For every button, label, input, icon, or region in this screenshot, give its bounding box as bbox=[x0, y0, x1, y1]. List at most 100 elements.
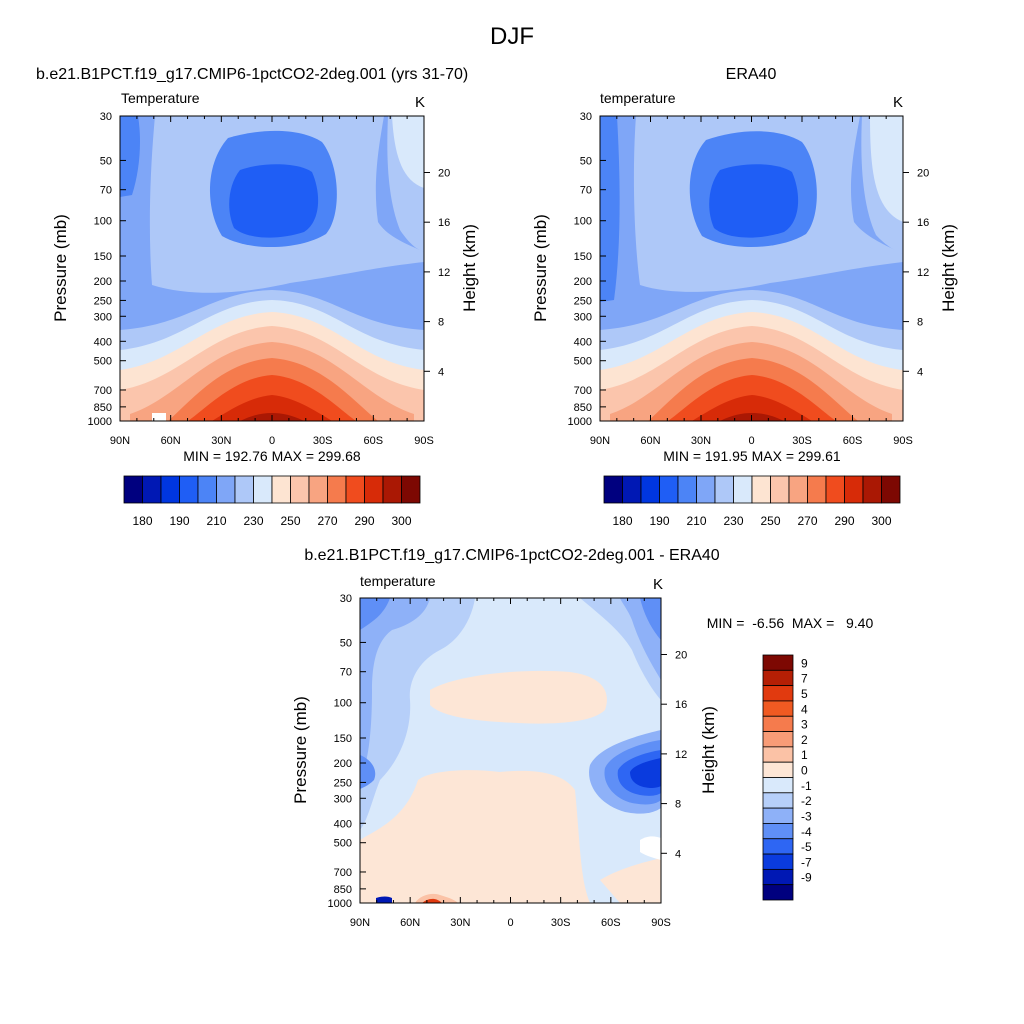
colorbar-swatch bbox=[762, 746, 794, 763]
colorbar-label: 290 bbox=[834, 514, 854, 528]
x-tick-label: 30S bbox=[313, 435, 333, 447]
y-tick-label: 50 bbox=[100, 155, 112, 167]
colorbar-label: 1 bbox=[801, 748, 808, 762]
colorbar-swatch bbox=[825, 475, 845, 504]
axis-ticks: 30 50 70 100 150 200 250 300 400 500 700 850 1000 20 1… bbox=[88, 111, 451, 447]
colorbar: 9 754 321 0-1-2-3 -4-5-7 -9 bbox=[762, 654, 812, 901]
y-tick-label: 30 bbox=[100, 111, 112, 123]
colorbar: 180 190 210 230 250 270 290 300 bbox=[603, 475, 901, 528]
y-axis-label-right: Height (km) bbox=[699, 706, 718, 794]
y-axis-label-right: Height (km) bbox=[939, 224, 958, 312]
colorbar-label: -3 bbox=[801, 809, 812, 823]
y-tick-label: 400 bbox=[334, 818, 352, 830]
variable-label: temperature bbox=[600, 90, 676, 106]
x-tick-label: 90N bbox=[110, 435, 130, 447]
x-tick-label: 30N bbox=[691, 435, 711, 447]
colorbar-swatch bbox=[762, 685, 794, 702]
panel-model: b.e21.B1PCT.f19_g17.CMIP6-1pctCO2-2deg.0… bbox=[36, 66, 479, 528]
y-tick-label: 100 bbox=[334, 698, 352, 710]
y-tick-label: 100 bbox=[94, 216, 112, 228]
units-label: K bbox=[653, 576, 663, 593]
x-tick-label: 30S bbox=[551, 917, 571, 929]
y-tick-label: 70 bbox=[340, 667, 352, 679]
colorbar-label: 0 bbox=[801, 764, 808, 778]
y-tick-label: 700 bbox=[574, 385, 592, 397]
colorbar-swatch bbox=[308, 475, 328, 504]
x-tick-label: 60N bbox=[400, 917, 420, 929]
x-tick-label: 90N bbox=[590, 435, 610, 447]
colorbar-swatch bbox=[290, 475, 310, 504]
y-tick-right-label: 4 bbox=[675, 848, 681, 860]
y-tick-label: 100 bbox=[574, 216, 592, 228]
colorbar-label: 230 bbox=[243, 514, 263, 528]
y-tick-label: 30 bbox=[340, 593, 352, 605]
colorbar-label: -1 bbox=[801, 779, 812, 793]
y-tick-right-label: 12 bbox=[438, 267, 450, 279]
x-tick-label: 60S bbox=[364, 435, 384, 447]
x-tick-label: 30N bbox=[211, 435, 231, 447]
y-tick-label: 250 bbox=[574, 295, 592, 307]
colorbar-swatch bbox=[762, 777, 794, 794]
x-tick-label: 90N bbox=[350, 917, 370, 929]
units-label: K bbox=[415, 94, 425, 111]
colorbar-swatch bbox=[696, 475, 716, 504]
y-tick-right-label: 20 bbox=[917, 167, 929, 179]
contour-field bbox=[600, 116, 903, 421]
y-tick-label: 250 bbox=[94, 295, 112, 307]
y-tick-right-label: 16 bbox=[675, 699, 687, 711]
colorbar-swatch bbox=[762, 853, 794, 870]
y-axis-label: Pressure (mb) bbox=[51, 214, 70, 322]
y-tick-label: 500 bbox=[334, 838, 352, 850]
colorbar-swatch bbox=[762, 669, 794, 687]
panel-title: b.e21.B1PCT.f19_g17.CMIP6-1pctCO2-2deg.0… bbox=[36, 66, 468, 83]
x-tick-label: 60N bbox=[640, 435, 660, 447]
y-tick-label: 1000 bbox=[328, 898, 352, 910]
colorbar-swatch bbox=[364, 475, 384, 504]
x-tick-label: 0 bbox=[748, 435, 754, 447]
colorbar-swatch bbox=[123, 475, 143, 504]
x-tick-label: 60N bbox=[161, 435, 181, 447]
colorbar-swatch bbox=[160, 475, 180, 504]
panel-title: ERA40 bbox=[726, 66, 777, 83]
y-tick-right-label: 8 bbox=[917, 317, 923, 329]
colorbar-swatch bbox=[271, 475, 291, 504]
y-tick-right-label: 4 bbox=[438, 366, 444, 378]
colorbar-label: -7 bbox=[801, 855, 812, 869]
colorbar-swatch bbox=[714, 475, 734, 504]
colorbar-swatch bbox=[762, 700, 794, 717]
x-tick-label: 0 bbox=[269, 435, 275, 447]
y-tick-label: 250 bbox=[334, 777, 352, 789]
colorbar-swatch bbox=[640, 475, 660, 504]
contour-field bbox=[120, 116, 424, 421]
colorbar-label: 270 bbox=[797, 514, 817, 528]
panel-title: b.e21.B1PCT.f19_g17.CMIP6-1pctCO2-2deg.0… bbox=[304, 547, 719, 564]
colorbar-swatch bbox=[677, 475, 697, 504]
colorbar-label: 5 bbox=[801, 687, 808, 701]
colorbar-label: 210 bbox=[206, 514, 226, 528]
axis-ticks: 30 50 70 100 150 200 250 300 400 500 700 850 1000 20 1… bbox=[328, 593, 688, 929]
colorbar-swatch bbox=[345, 475, 365, 504]
y-tick-right-label: 8 bbox=[675, 799, 681, 811]
colorbar-label: 300 bbox=[391, 514, 411, 528]
y-axis-label: Pressure (mb) bbox=[531, 214, 550, 322]
x-tick-label: 90S bbox=[893, 435, 913, 447]
colorbar-swatch bbox=[216, 475, 236, 504]
colorbar-swatch bbox=[327, 475, 347, 504]
x-tick-label: 90S bbox=[414, 435, 434, 447]
y-tick-label: 400 bbox=[94, 336, 112, 348]
colorbar: 180 190 210 230 250 270 290 300 bbox=[123, 475, 421, 528]
colorbar-label: 4 bbox=[801, 702, 808, 716]
y-tick-right-label: 8 bbox=[438, 317, 444, 329]
y-tick-label: 700 bbox=[94, 385, 112, 397]
variable-label: temperature bbox=[360, 573, 436, 589]
y-tick-label: 200 bbox=[94, 276, 112, 288]
x-tick-label: 60S bbox=[601, 917, 621, 929]
y-tick-label: 300 bbox=[574, 311, 592, 323]
y-tick-right-label: 12 bbox=[675, 749, 687, 761]
colorbar-swatch bbox=[770, 475, 790, 504]
colorbar-label: 250 bbox=[280, 514, 300, 528]
colorbar-swatch bbox=[762, 715, 794, 732]
y-tick-label: 150 bbox=[334, 733, 352, 745]
colorbar-swatch bbox=[751, 475, 771, 504]
